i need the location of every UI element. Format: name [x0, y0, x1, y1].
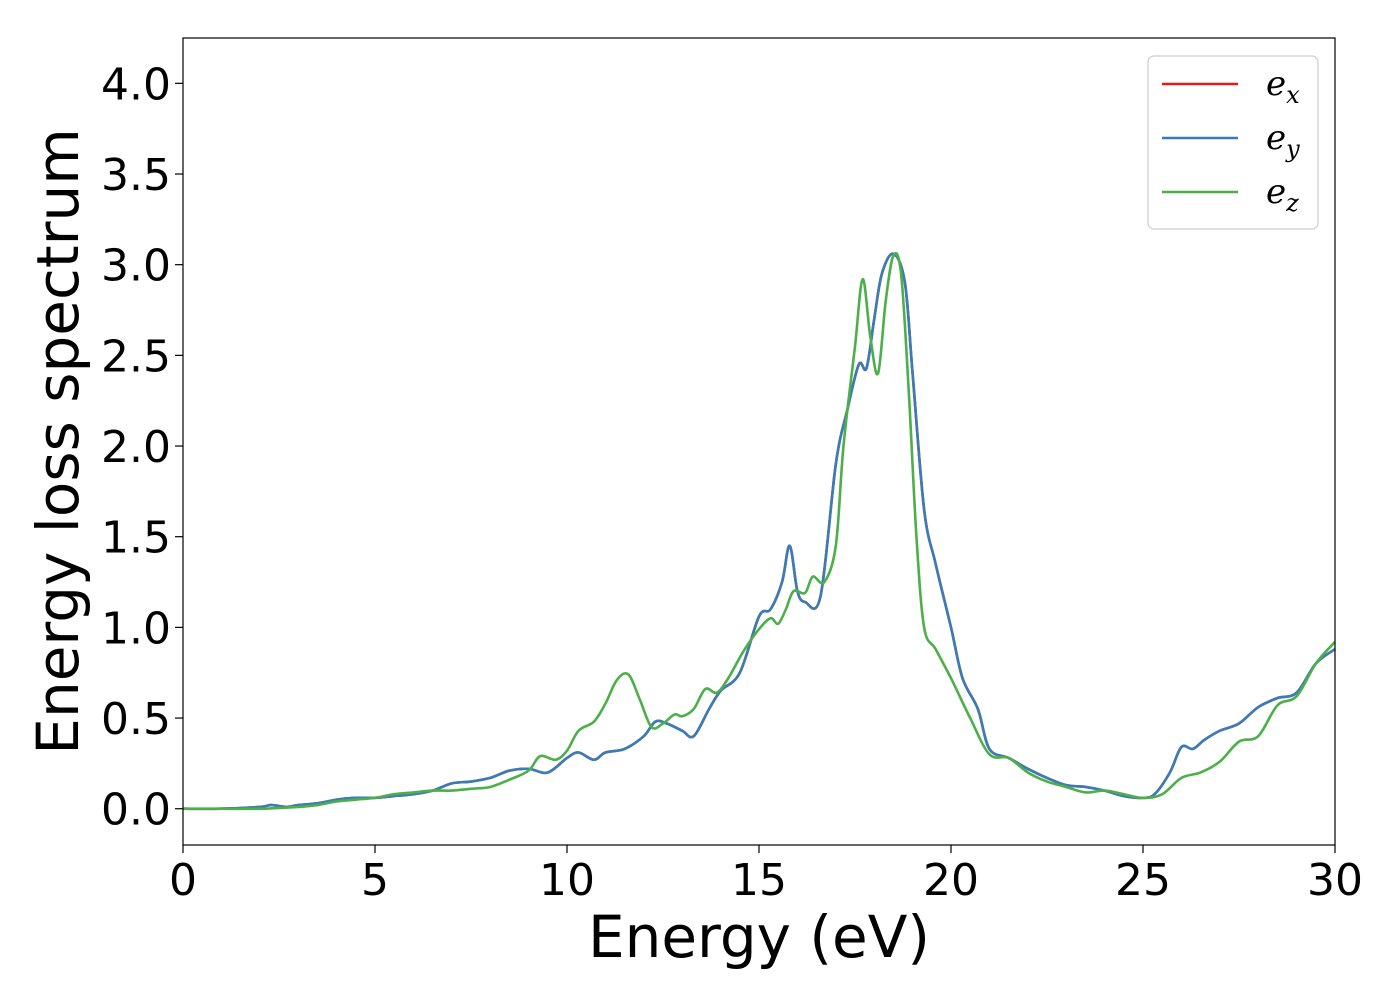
y-tick-label: 3.0: [101, 241, 171, 292]
series-line-z: [183, 252, 1336, 811]
x-tick-label: 30: [1307, 855, 1363, 906]
y-axis-title: Energy loss spectrum: [24, 128, 92, 754]
y-tick-label: 3.5: [101, 150, 171, 201]
y-tick-label: 0.5: [101, 694, 171, 745]
x-axis-ticks: 0 5 10 15 20 25 30: [169, 845, 1363, 906]
y-tick-label: 4.0: [101, 59, 171, 110]
legend-label-x: ex: [1266, 64, 1300, 109]
x-tick-label: 20: [923, 855, 979, 906]
x-tick-label: 5: [361, 855, 389, 906]
x-tick-label: 25: [1115, 855, 1171, 906]
y-tick-label: 1.5: [101, 513, 171, 564]
legend-box: [1147, 55, 1319, 230]
legend-label-z: ez: [1266, 172, 1299, 217]
y-tick-label: 2.5: [101, 331, 171, 382]
series-layer: [182, 252, 1336, 811]
legend: ex ey ez: [1147, 55, 1319, 230]
x-tick-label: 0: [169, 855, 197, 906]
y-tick-label: 0.0: [101, 785, 171, 836]
y-axis-ticks: 0.0 0.5 1.0 1.5 2.0 2.5 3.0 3.5 4.0: [101, 59, 183, 836]
x-tick-label: 10: [539, 855, 595, 906]
x-axis-title: Energy (eV): [588, 903, 930, 971]
x-tick-label: 15: [731, 855, 787, 906]
y-tick-label: 2.0: [101, 422, 171, 473]
series-line-y: [182, 252, 1336, 811]
series-line-x: [182, 252, 1336, 811]
y-tick-label: 1.0: [101, 603, 171, 654]
legend-label-y: ey: [1266, 118, 1300, 163]
